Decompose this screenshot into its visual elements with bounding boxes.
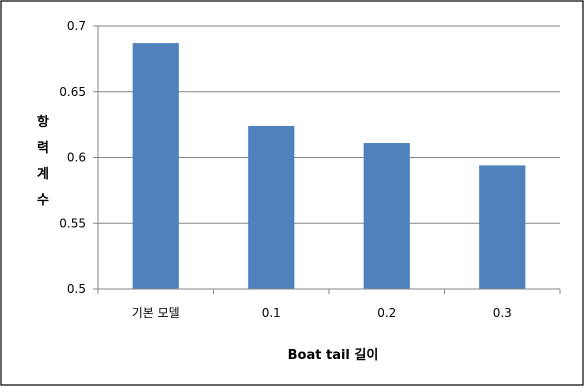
y-tick-labels: 0.5 0.55 0.6 0.65 0.7	[59, 19, 86, 296]
y-axis-title-char: 항	[37, 114, 49, 130]
y-tick-label: 0.65	[59, 85, 86, 99]
bars	[132, 43, 526, 289]
x-tick-label: 0.3	[493, 306, 512, 320]
x-tick-label: 기본 모델	[132, 306, 180, 320]
y-tick-label: 0.5	[67, 282, 86, 296]
y-axis-title-char: 력	[37, 141, 49, 156]
y-tick-label: 0.55	[59, 216, 86, 230]
y-tick-label: 0.6	[67, 151, 86, 165]
y-axis-title-char: 수	[37, 193, 49, 208]
x-tick-label: 0.2	[377, 306, 396, 320]
bar	[363, 143, 410, 289]
y-axis-title-char: 계	[37, 167, 49, 182]
x-tick-labels: 기본 모델 0.1 0.2 0.3	[97, 289, 561, 320]
x-axis-title: Boat tail 길이	[288, 347, 379, 363]
bar	[132, 43, 179, 289]
x-tick-label: 0.1	[262, 306, 281, 320]
bar	[479, 165, 526, 289]
bar	[248, 125, 295, 289]
y-tick-label: 0.7	[67, 19, 86, 33]
